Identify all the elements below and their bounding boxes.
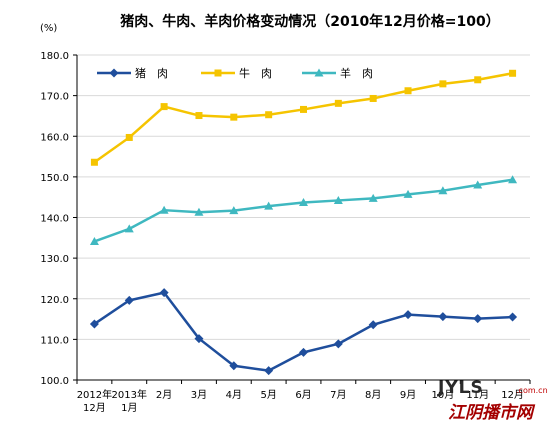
x-tick-label: 11月 [466,389,489,401]
data-point [90,158,98,166]
data-point [109,68,119,78]
series [89,288,518,376]
x-tick-label: 9月 [400,389,416,401]
data-point [333,339,343,349]
data-point [299,347,308,357]
watermark-domain: .com.cn [516,386,548,395]
x-tick-label: 8月 [365,389,381,401]
legend-label: 牛 肉 [239,66,272,80]
x-tick-label: 2013年 [112,388,147,401]
data-point [509,69,517,77]
series-line [93,291,513,372]
legend-item: 羊 肉 [302,66,373,80]
data-point [369,94,377,102]
legend-item: 牛 肉 [201,66,272,80]
y-tick-label: 120.0 [40,295,69,306]
data-point [229,361,239,371]
y-tick-label: 150.0 [40,173,69,184]
x-tick-label: 6月 [295,389,311,401]
data-point [230,113,238,121]
x-tick-label: 4月 [226,389,242,401]
x-tick-label: 5月 [260,389,276,401]
series [90,69,517,166]
x-tick-label: 12月 [83,402,106,414]
x-tick-label: 12月 [501,389,524,401]
data-point [124,295,134,305]
data-point [300,105,307,113]
data-point [404,87,412,95]
y-tick-label: 180.0 [40,51,69,62]
data-point [368,320,378,330]
data-point [314,68,324,77]
data-point [194,207,204,216]
y-tick-label: 110.0 [40,335,69,346]
data-point [89,319,99,329]
data-point [159,288,169,298]
watermark: JYLS .com.cn 江阴播市网 [437,378,548,423]
data-point [473,314,483,324]
data-point [299,197,308,206]
data-point [214,69,222,77]
y-tick-label: 130.0 [40,254,69,265]
data-point [124,224,134,233]
data-point [160,103,168,111]
legend-label: 羊 肉 [340,66,373,80]
y-tick-label: 100.0 [40,376,69,387]
data-point [265,111,273,119]
chart-title: 猪肉、牛肉、羊肉价格变动情况（2010年12月价格=100） [119,13,499,30]
series [89,175,518,245]
data-point [439,80,447,88]
data-point [333,195,343,204]
legend-item: 猪 肉 [97,67,168,80]
y-tick-label: 170.0 [40,92,69,103]
data-point [438,186,448,195]
x-tick-label: 3月 [191,389,207,401]
data-point [264,201,274,210]
series-line [93,72,513,164]
data-point [334,99,342,107]
data-point [159,205,169,214]
data-point [195,112,203,120]
data-point [438,312,448,322]
watermark-chinese: 江阴播市网 [448,403,536,423]
x-tick-label: 1月 [121,402,137,414]
y-tick-label: 160.0 [40,132,69,143]
watermark-logo: JYLS [437,378,484,398]
data-point [473,180,483,189]
unit-label: (%) [40,23,57,34]
series-group [89,69,518,376]
data-point [368,193,378,202]
data-point [403,310,413,320]
series-line [93,178,513,243]
data-point [125,133,133,141]
data-point [264,366,274,376]
data-point [508,175,518,184]
data-point [403,189,413,198]
y-tick-label: 140.0 [40,214,69,225]
data-point [508,312,518,322]
legend: 猪 肉牛 肉羊 肉 [97,66,373,80]
data-point [89,236,99,245]
legend-label: 猪 肉 [135,67,168,80]
x-tick-label: 2012年 [77,388,112,401]
x-tick-label: 7月 [330,389,346,401]
data-point [229,206,239,215]
data-point [194,334,204,344]
y-axis-ticks: 100.0 110.0 120.0 130.0 140.0 150.0 160.0 170.0… [40,51,77,387]
x-tick-label: 2月 [156,389,172,401]
x-tick-label: 10月 [432,389,455,401]
data-point [474,76,482,84]
